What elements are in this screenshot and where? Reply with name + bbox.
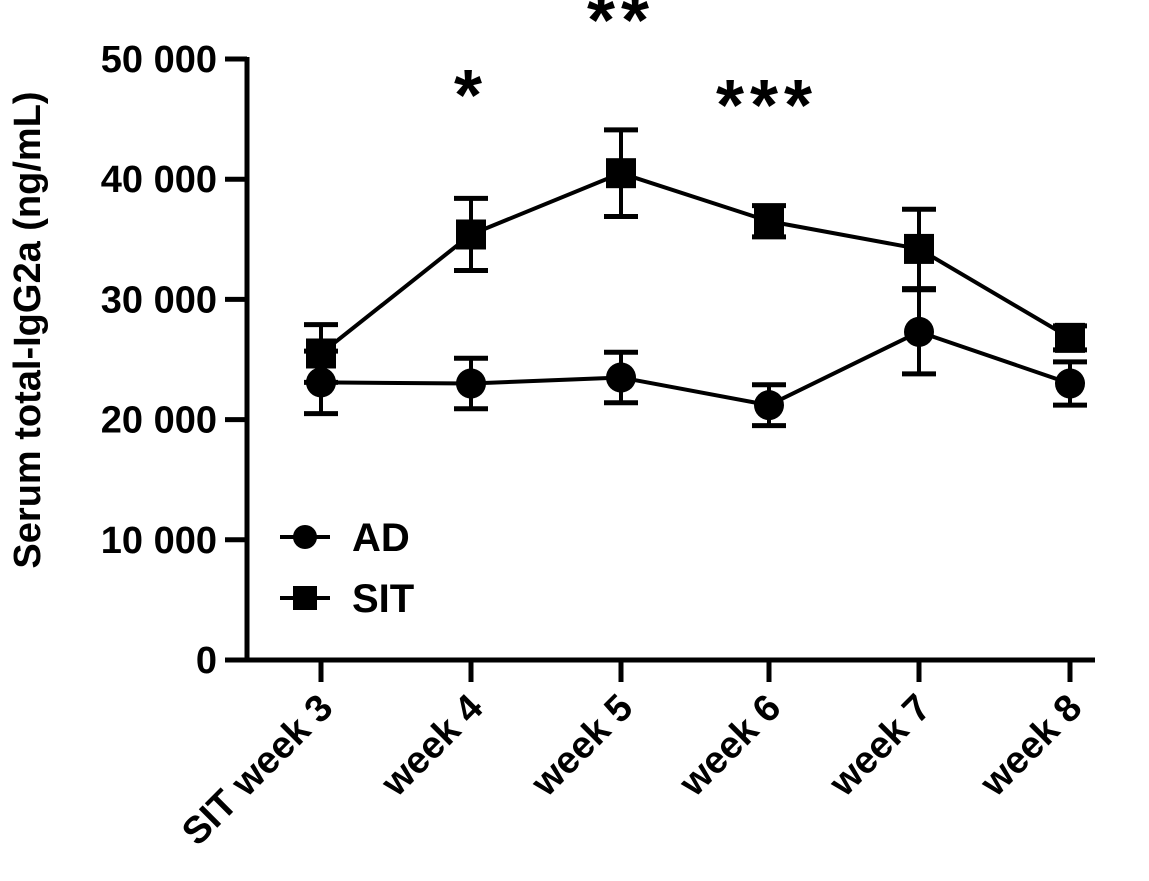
y-tick-label: 30 000	[101, 279, 217, 321]
x-tick-label: week 4	[373, 687, 492, 806]
data-point-ad	[456, 368, 486, 399]
legend-label: SIT	[352, 577, 414, 621]
legend: AD SIT	[280, 516, 414, 621]
data-point-ad	[606, 362, 636, 393]
y-tick-label: 50 000	[101, 39, 217, 81]
data-point-sit	[456, 219, 486, 250]
axes	[244, 57, 1095, 663]
legend-entry-ad: AD	[280, 516, 410, 560]
data-point-ad	[754, 390, 784, 421]
y-axis-label: Serum total-IgG2a (ng/mL)	[7, 91, 49, 568]
significance-annotation: ***	[716, 66, 818, 146]
series-line-ad	[320, 329, 1071, 408]
legend-marker-circle	[293, 525, 317, 549]
y-tick-label: 0	[196, 640, 217, 682]
significance-annotation: *	[454, 56, 488, 136]
y-ticks: 0 10 000 20 000 30 000 40 000 50 000	[101, 39, 247, 682]
legend-entry-sit: SIT	[280, 577, 414, 621]
data-point-sit	[754, 206, 784, 237]
y-tick-label: 40 000	[101, 159, 217, 201]
data-point-ad	[1055, 368, 1085, 399]
legend-marker-square	[293, 586, 317, 610]
x-tick-label: week 7	[821, 687, 940, 806]
data-point-sit	[306, 338, 336, 369]
data-point-ad	[904, 316, 934, 347]
x-tick-label: week 5	[523, 687, 642, 806]
x-tick-label: week 8	[972, 687, 1091, 806]
y-tick-label: 20 000	[101, 400, 217, 442]
data-point-sit	[1055, 322, 1085, 353]
data-point-sit	[606, 158, 636, 189]
annotations: ******	[454, 0, 818, 146]
series-line-sit	[319, 171, 1072, 356]
x-tick-label: SIT week 3	[174, 687, 341, 854]
plot-area	[304, 127, 1087, 429]
significance-annotation: **	[587, 0, 655, 61]
legend-label: AD	[352, 516, 410, 560]
x-tick-label: week 6	[671, 687, 790, 806]
data-point-sit	[904, 233, 934, 264]
x-ticks: SIT week 3 week 4 week 5 week 6 week 7 week 8	[174, 660, 1090, 854]
y-tick-label: 10 000	[101, 520, 217, 562]
